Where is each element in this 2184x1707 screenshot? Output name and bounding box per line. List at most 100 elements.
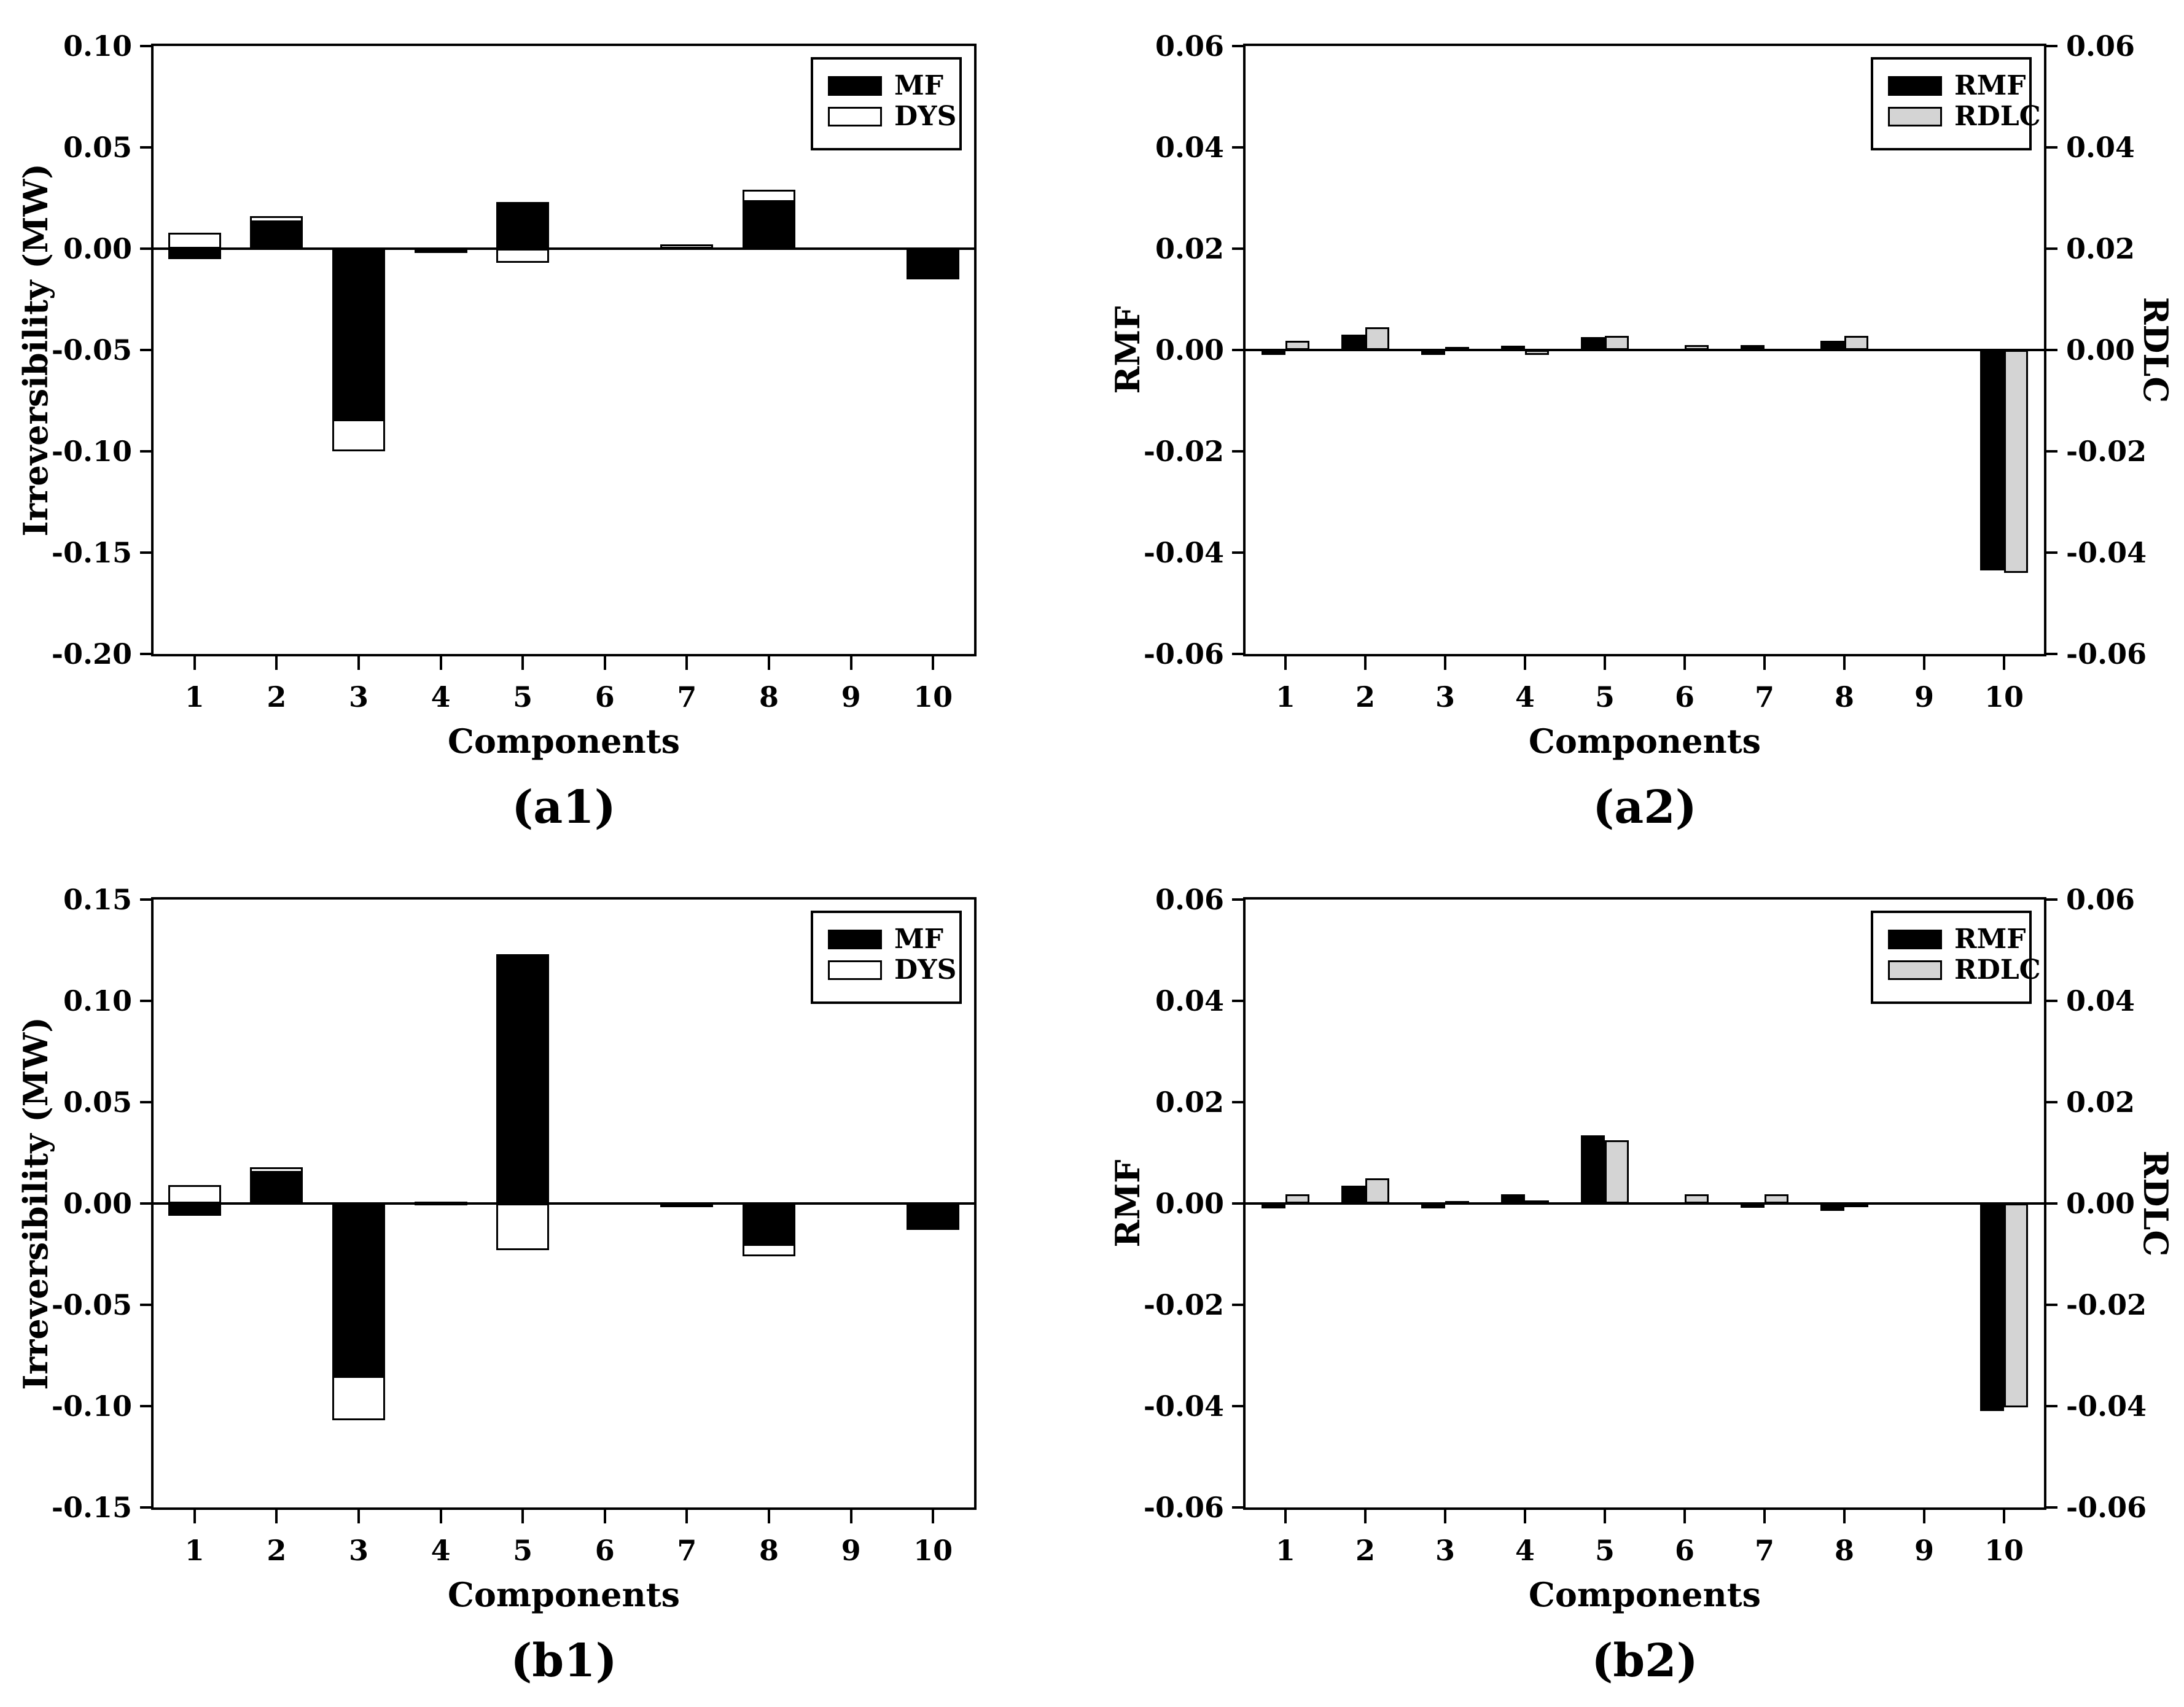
y-tick bbox=[1232, 551, 1246, 554]
bar-mf-1 bbox=[168, 1203, 221, 1216]
y-tick bbox=[1232, 1304, 1246, 1306]
bar-rmf-1 bbox=[1262, 1203, 1285, 1209]
x-tick bbox=[275, 656, 278, 670]
y-tick bbox=[140, 551, 154, 554]
y-tick-label: 0.05 bbox=[63, 1086, 132, 1119]
x-tick-label: 10 bbox=[913, 1534, 953, 1567]
legend-label: DYS bbox=[894, 101, 957, 132]
y-tick-label-right: 0.00 bbox=[2066, 333, 2135, 367]
legend: RMF RDLC bbox=[1871, 57, 2041, 150]
bar-rdlc-6 bbox=[1685, 344, 1709, 350]
legend-row: RDLC bbox=[1888, 955, 2041, 986]
x-axis-title: Components bbox=[1528, 721, 1761, 761]
legend-label: RDLC bbox=[1954, 101, 2041, 132]
y-tick-label: 0.00 bbox=[63, 1187, 132, 1220]
x-tick bbox=[275, 1510, 278, 1523]
y-tick-right bbox=[2044, 653, 2057, 655]
x-tick-label: 6 bbox=[1674, 1534, 1695, 1567]
panel-b1: Irreversibility (MW) Components (b1) 0.1… bbox=[0, 854, 1092, 1707]
x-tick bbox=[439, 656, 442, 670]
y-tick-label: 0.06 bbox=[1155, 883, 1224, 916]
bar-mf-10 bbox=[907, 1203, 960, 1230]
y-tick-label: -0.02 bbox=[1143, 1288, 1224, 1321]
x-tick bbox=[932, 1510, 935, 1523]
bar-mf-3 bbox=[332, 249, 385, 421]
y-tick bbox=[1232, 1506, 1246, 1509]
y-tick-label: 0.10 bbox=[63, 29, 132, 63]
legend-label: DYS bbox=[894, 954, 957, 986]
bar-rmf-3 bbox=[1421, 1203, 1445, 1209]
bar-rmf-7 bbox=[1741, 344, 1765, 350]
x-tick bbox=[685, 1510, 688, 1523]
y-tick-label: -0.02 bbox=[1143, 435, 1224, 468]
y-tick bbox=[1232, 45, 1246, 47]
bar-mf-8 bbox=[743, 200, 795, 249]
x-axis-title: Components bbox=[447, 721, 681, 761]
bar-rdlc-4 bbox=[1525, 350, 1549, 356]
legend-row: MF bbox=[828, 71, 959, 101]
y-tick bbox=[1232, 1405, 1246, 1407]
bar-mf-5 bbox=[496, 202, 550, 249]
x-tick-label: 10 bbox=[1984, 680, 2024, 714]
y-tick-label: -0.05 bbox=[51, 1288, 132, 1321]
bar-mf-4 bbox=[414, 1201, 467, 1205]
x-tick-label: 9 bbox=[841, 680, 861, 714]
y-tick-label: 0.15 bbox=[63, 883, 132, 916]
bar-rmf-2 bbox=[1341, 1186, 1365, 1203]
legend-swatch-rdlc bbox=[1888, 960, 1942, 980]
x-tick-label: 1 bbox=[1275, 680, 1295, 714]
legend-swatch-rmf bbox=[1888, 930, 1942, 949]
bar-dys-1 bbox=[168, 232, 221, 249]
bar-mf-7 bbox=[660, 1203, 714, 1207]
bar-rdlc-3 bbox=[1445, 1200, 1469, 1205]
x-tick bbox=[603, 1510, 606, 1523]
y-tick bbox=[140, 349, 154, 351]
x-tick bbox=[193, 656, 196, 670]
x-tick bbox=[1284, 656, 1287, 670]
legend-label: MF bbox=[894, 923, 943, 955]
y-tick-label: -0.10 bbox=[51, 1390, 132, 1423]
y-tick-right bbox=[2044, 247, 2057, 250]
bar-dys-1 bbox=[168, 1185, 221, 1203]
y-tick bbox=[1232, 450, 1246, 453]
x-tick-label: 1 bbox=[184, 680, 205, 714]
legend-label: RDLC bbox=[1954, 954, 2041, 986]
bar-rmf-5 bbox=[1581, 1135, 1605, 1203]
x-tick bbox=[1604, 1510, 1606, 1523]
y-tick-label: -0.06 bbox=[1143, 1491, 1224, 1524]
legend-swatch-dys bbox=[828, 960, 882, 980]
x-tick bbox=[1763, 656, 1766, 670]
y-tick bbox=[1232, 247, 1246, 250]
x-tick-label: 6 bbox=[595, 680, 615, 714]
legend-swatch-mf bbox=[828, 76, 882, 96]
y-tick bbox=[1232, 653, 1246, 655]
bar-rmf-8 bbox=[1820, 1203, 1844, 1211]
bar-dys-5 bbox=[496, 249, 550, 263]
bar-rmf-4 bbox=[1501, 346, 1525, 350]
x-tick-label: 5 bbox=[1594, 680, 1615, 714]
panel-caption: (a1) bbox=[512, 781, 616, 834]
y-tick bbox=[140, 1304, 154, 1306]
x-tick-label: 2 bbox=[267, 1534, 287, 1567]
x-tick bbox=[849, 1510, 852, 1523]
y-tick bbox=[140, 45, 154, 47]
bar-dys-5 bbox=[496, 1203, 550, 1250]
x-axis-title: Components bbox=[1528, 1575, 1761, 1614]
bar-mf-10 bbox=[907, 249, 960, 279]
zero-axis-line bbox=[154, 1202, 974, 1205]
x-tick bbox=[1444, 656, 1446, 670]
x-tick bbox=[1843, 1510, 1846, 1523]
y-tick-label-right: -0.02 bbox=[2066, 1288, 2147, 1321]
legend-row: RMF bbox=[1888, 924, 2029, 955]
legend-swatch-rdlc bbox=[1888, 107, 1942, 126]
x-tick-label: 7 bbox=[677, 680, 697, 714]
legend-row: DYS bbox=[828, 101, 959, 132]
bar-rdlc-1 bbox=[1285, 1194, 1309, 1203]
panel-caption: (a2) bbox=[1593, 781, 1697, 834]
zero-axis-line bbox=[154, 247, 974, 250]
bar-rdlc-10 bbox=[2004, 350, 2028, 573]
x-tick bbox=[1683, 1510, 1686, 1523]
y-tick-right bbox=[2044, 1000, 2057, 1002]
x-tick-label: 7 bbox=[1754, 1534, 1774, 1567]
y-tick-right bbox=[2044, 450, 2057, 453]
